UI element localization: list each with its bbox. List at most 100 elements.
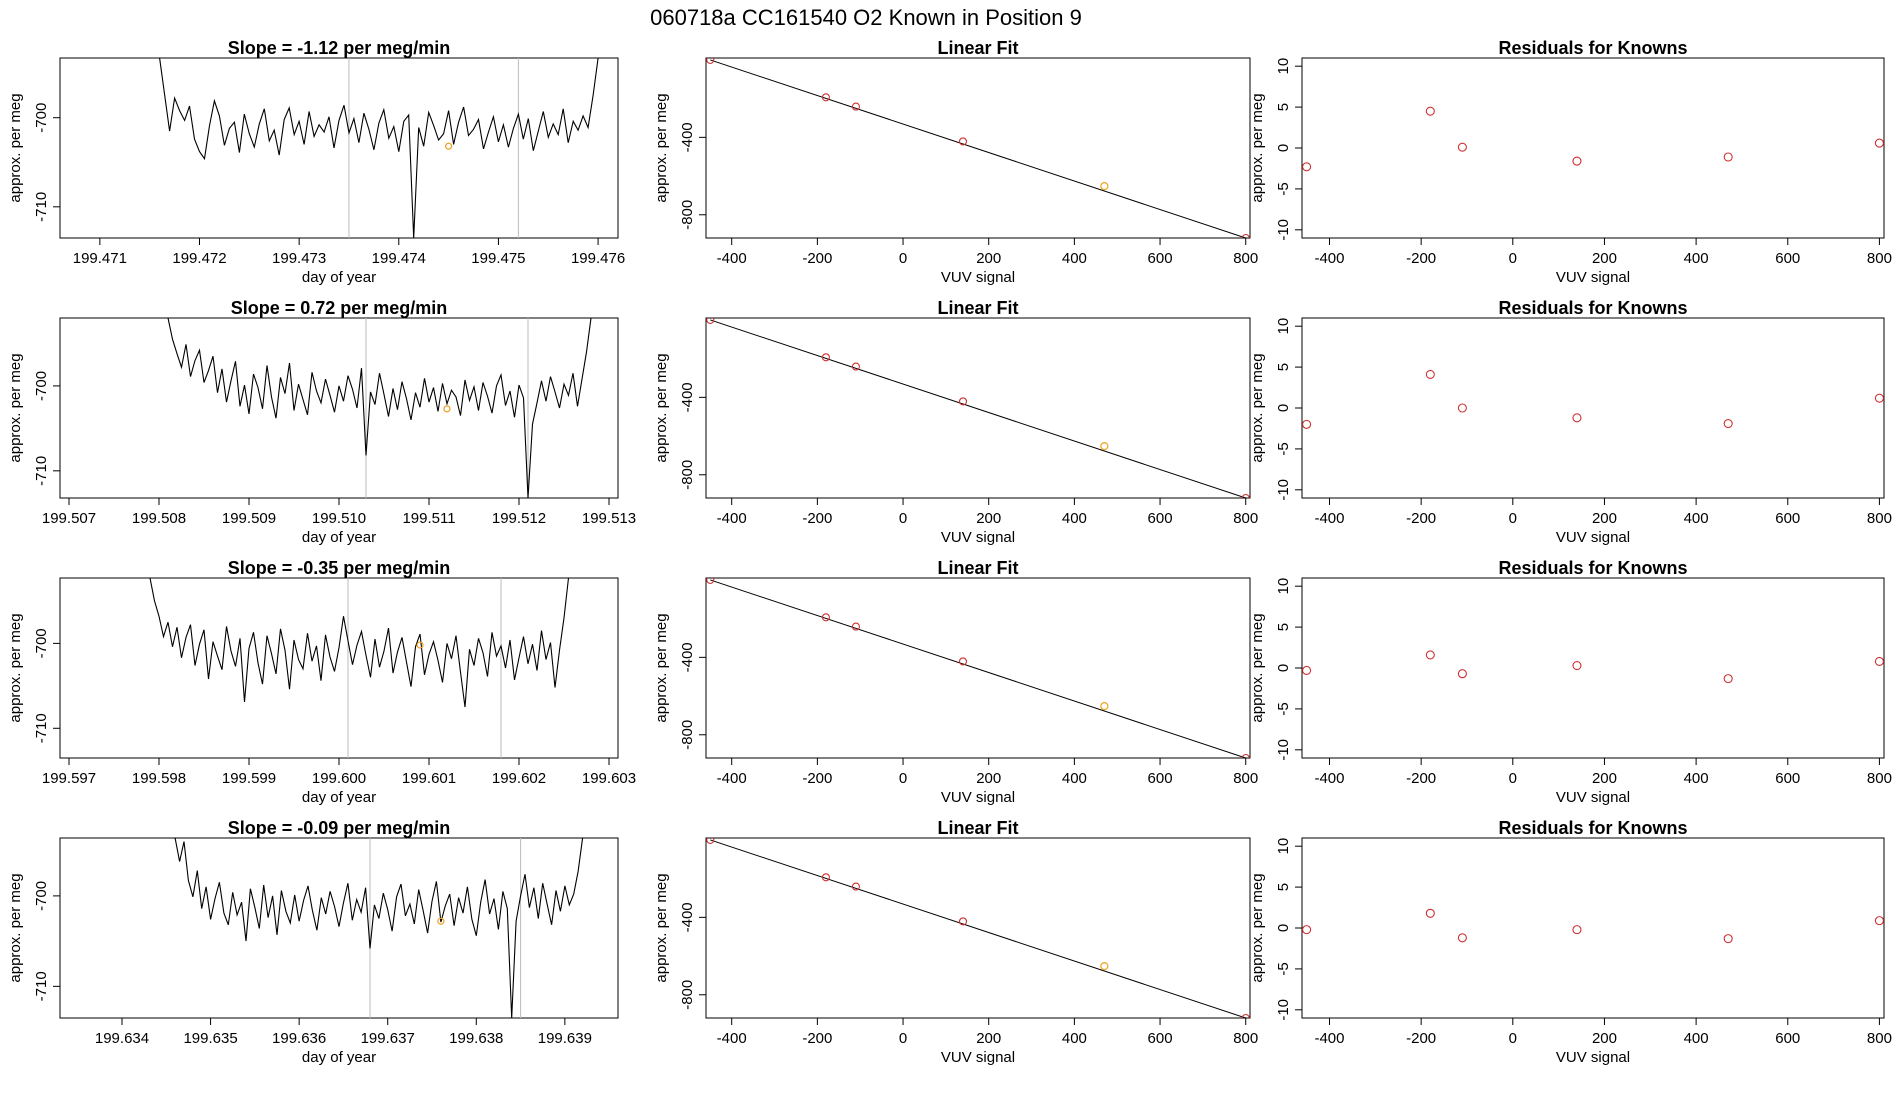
x-tick-label: 200 [1592, 510, 1617, 527]
x-tick-label: 0 [899, 510, 907, 527]
panel-title: Residuals for Knowns [1498, 818, 1687, 838]
x-tick-label: 199.601 [402, 770, 456, 787]
known-point [851, 622, 860, 631]
x-tick-label: -200 [802, 510, 832, 527]
y-tick-label: -5 [1275, 182, 1292, 195]
plot-frame [705, 317, 1251, 499]
x-tick-label: -400 [1314, 250, 1344, 267]
panel-title: Residuals for Knowns [1498, 298, 1687, 318]
y-tick-label: -5 [1275, 962, 1292, 975]
x-tick-label: 400 [1062, 1030, 1087, 1047]
x-tick-label: 800 [1233, 250, 1258, 267]
plot-frame [59, 577, 619, 759]
plot-area [149, 578, 570, 758]
panel-1-3: Residuals for Knowns VUV signal approx. pe… [1249, 38, 1892, 286]
x-tick-label: 600 [1148, 1030, 1173, 1047]
x-tick-label: 800 [1233, 770, 1258, 787]
known-point [1241, 753, 1250, 758]
x-tick-label: 200 [1592, 770, 1617, 787]
x-tick-label: 199.507 [42, 510, 96, 527]
x-tick-label: -200 [802, 770, 832, 787]
known-point [706, 838, 715, 844]
x-tick-label: 400 [1062, 770, 1087, 787]
y-tick-label: 0 [1275, 664, 1292, 672]
x-tick-label: 199.638 [449, 1030, 503, 1047]
x-tick-label: 199.511 [402, 510, 455, 527]
y-tick-label: -710 [33, 456, 50, 486]
x-tick-label: 199.635 [183, 1030, 237, 1047]
plot-area [159, 58, 599, 238]
y-tick-label: -700 [33, 371, 50, 401]
x-tick-label: 400 [1684, 250, 1709, 267]
y-tick-label: -800 [679, 980, 696, 1010]
x-tick-label: -400 [717, 510, 747, 527]
fit-line [710, 59, 1246, 238]
y-axis-label: approx. per meg [7, 93, 24, 202]
residual-point [1457, 142, 1467, 152]
x-tick-label: 0 [1509, 250, 1517, 267]
y-tick-label: -10 [1275, 739, 1292, 761]
y-tick-label: -700 [33, 881, 50, 911]
plot-frame [705, 57, 1251, 239]
x-tick-label: 200 [1592, 250, 1617, 267]
x-tick-label: 200 [1592, 1030, 1617, 1047]
panel-title: Slope = -0.35 per meg/min [228, 558, 451, 578]
panel-title: Linear Fit [937, 818, 1018, 838]
x-tick-label: 800 [1867, 770, 1892, 787]
residual-point [1723, 152, 1733, 162]
x-tick-label: -200 [1406, 1030, 1436, 1047]
x-tick-label: 600 [1148, 250, 1173, 267]
x-tick-label: 200 [976, 770, 1001, 787]
x-tick-label: 199.471 [73, 250, 127, 267]
x-tick-label: 199.472 [172, 250, 226, 267]
x-tick-label: 0 [899, 1030, 907, 1047]
panel-2-3: Residuals for Knowns VUV signal approx. pe… [1249, 298, 1892, 546]
y-tick-label: -5 [1275, 442, 1292, 455]
panel-title: Slope = -1.12 per meg/min [228, 38, 451, 58]
y-tick-label: 5 [1275, 103, 1292, 111]
y-axis-label: approx. per meg [7, 353, 24, 462]
x-tick-label: 600 [1775, 1030, 1800, 1047]
plot-area [1302, 369, 1884, 429]
plot-area [706, 838, 1250, 1018]
residual-point [1457, 933, 1467, 943]
x-tick-label: 600 [1148, 770, 1173, 787]
plot-frame [1301, 577, 1885, 759]
y-axis-label: approx. per meg [653, 873, 670, 982]
x-tick-label: -400 [1314, 510, 1344, 527]
x-tick-label: 200 [976, 510, 1001, 527]
x-axis-label: VUV signal [1556, 789, 1630, 806]
x-tick-label: 800 [1867, 510, 1892, 527]
panel-1-1: Slope = -1.12 per meg/min day of year appr… [7, 38, 625, 286]
x-tick-label: 199.636 [272, 1030, 326, 1047]
unknown-point [437, 917, 445, 925]
residual-point [1457, 403, 1467, 413]
plot-area [1302, 650, 1884, 684]
panel-title: Linear Fit [937, 298, 1018, 318]
unknown-point [1100, 962, 1109, 971]
x-tick-label: 199.509 [222, 510, 276, 527]
y-axis-label: approx. per meg [1249, 93, 1266, 202]
known-point [821, 613, 830, 622]
known-point [821, 353, 830, 362]
residual-point [1874, 393, 1884, 403]
series-line [167, 318, 592, 498]
x-axis-label: day of year [302, 1049, 376, 1066]
x-tick-label: 800 [1233, 1030, 1258, 1047]
x-axis-label: VUV signal [941, 269, 1015, 286]
y-tick-label: -10 [1275, 479, 1292, 501]
y-tick-label: -800 [679, 200, 696, 230]
known-point [958, 917, 968, 926]
known-point [851, 362, 860, 371]
known-point [821, 873, 830, 882]
unknown-point [1100, 182, 1109, 191]
plot-frame [705, 837, 1251, 1019]
y-tick-label: -5 [1275, 702, 1292, 715]
y-tick-label: -400 [679, 902, 696, 932]
residual-point [1302, 419, 1312, 429]
plot-area [706, 58, 1250, 238]
residual-point [1723, 418, 1733, 429]
x-tick-label: -200 [1406, 510, 1436, 527]
panel-3-3: Residuals for Knowns VUV signal approx. pe… [1249, 558, 1892, 806]
